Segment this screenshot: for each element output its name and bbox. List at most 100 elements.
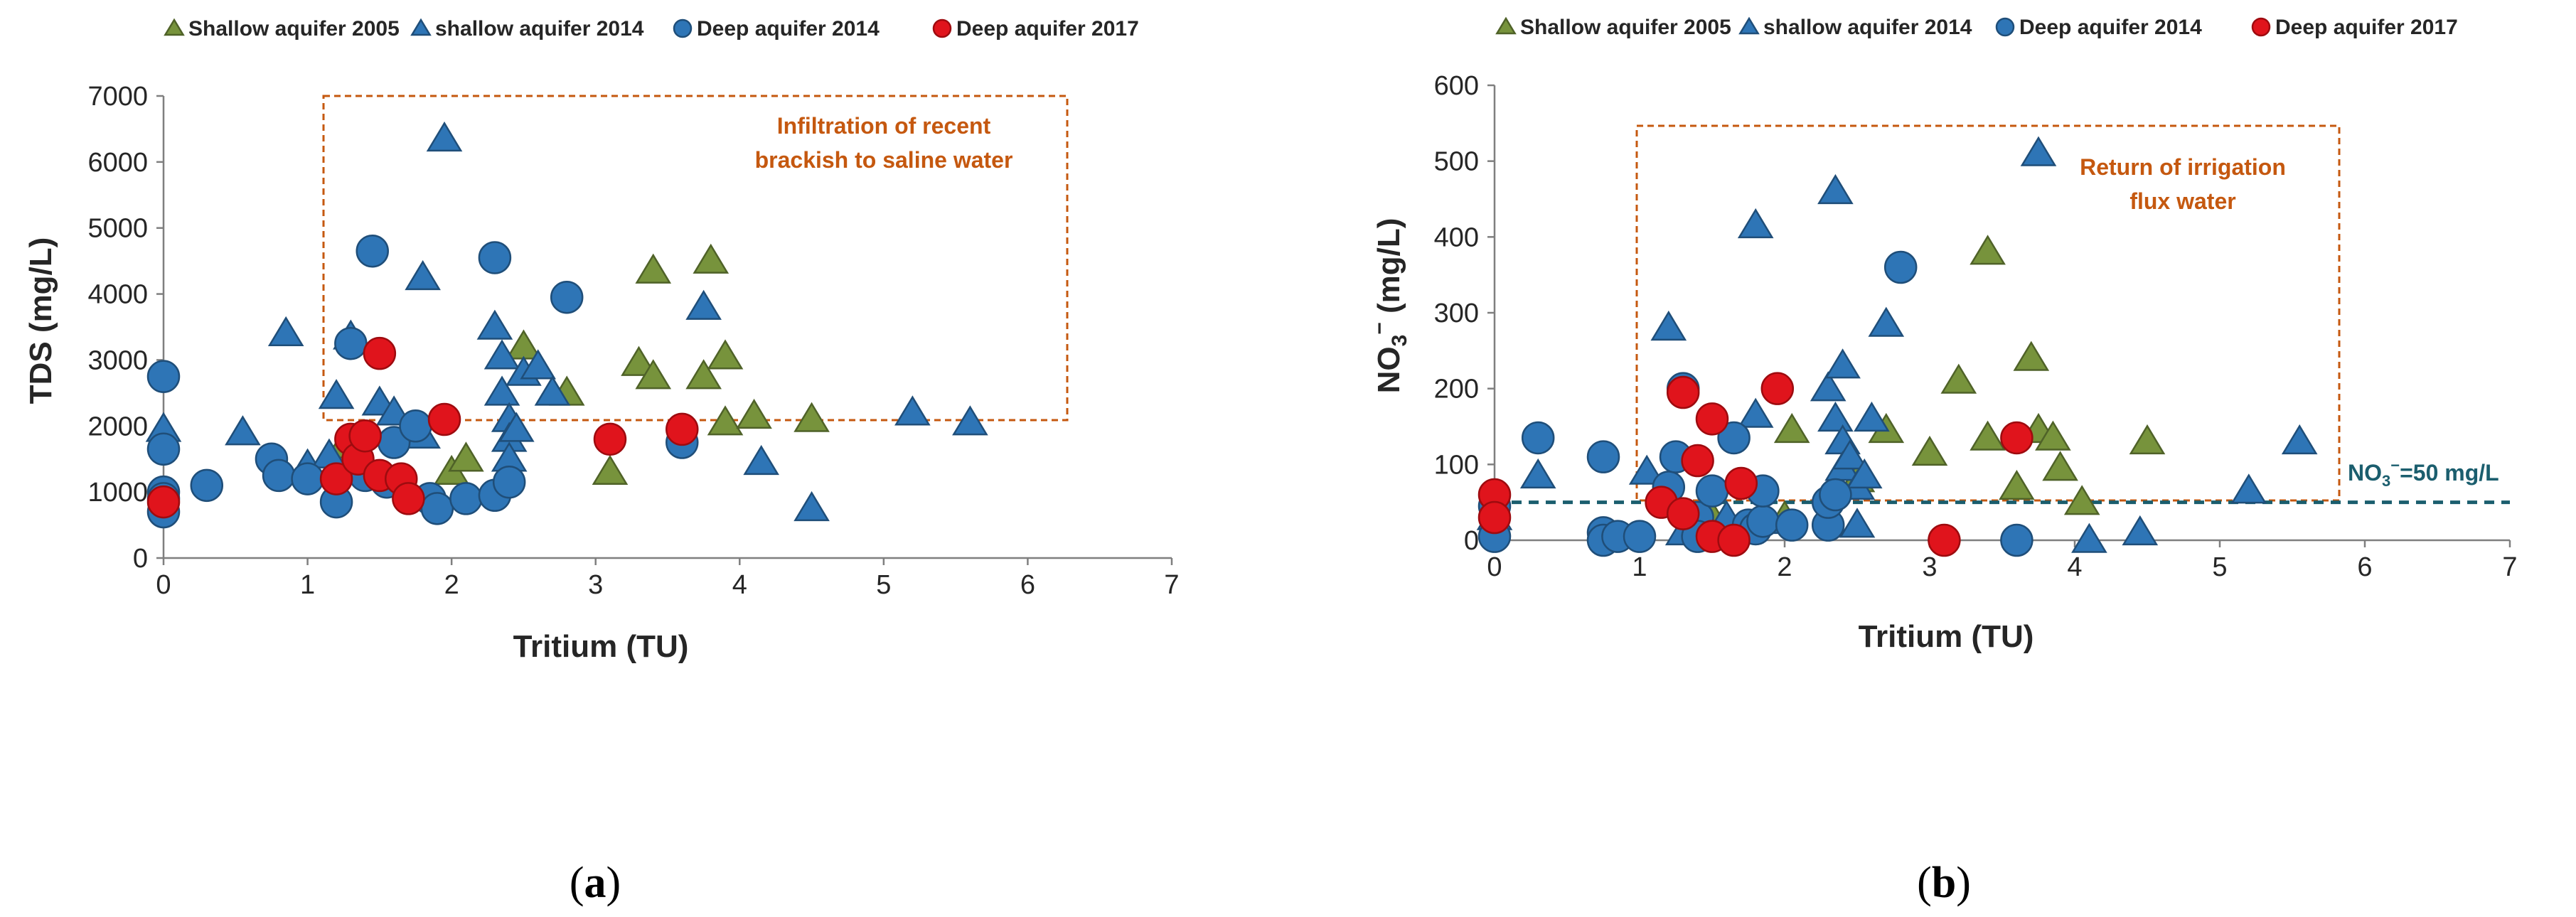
panel-b-legend-label-shallow-2005: Shallow aquifer 2005 <box>1520 16 1731 39</box>
panel-b-y-axis-label-main: NO <box>1372 346 1406 393</box>
panel-a-chart: Infiltration of recent brackish to salin… <box>23 17 1180 664</box>
panel-a-x-tick-label: 1 <box>300 570 315 600</box>
panel-a-point-shallow-2014 <box>743 444 779 476</box>
panel-a-point-shallow-2014 <box>685 289 722 320</box>
nitrate-limit-label-main: NO <box>2348 460 2382 486</box>
panel-a-point-deep-2014 <box>550 280 584 314</box>
panel-a-point-deep-2017 <box>319 462 353 495</box>
panel-b-point-shallow-2014 <box>2230 473 2267 504</box>
panel-b-x-tick-label: 0 <box>1487 552 1502 582</box>
panel-b-y-tick-label: 400 <box>1434 222 1479 252</box>
panel-a-x-tick-label: 5 <box>876 570 891 600</box>
panel-a-point-shallow-2005 <box>635 359 672 390</box>
panel-b-point-deep-2017 <box>1760 372 1795 405</box>
panel-a-point-shallow-2005 <box>736 398 772 429</box>
panel-a-point-deep-2017 <box>363 336 397 370</box>
panel-b-x-tick-label: 4 <box>2067 552 2082 582</box>
panel-b-y-axis-label-sup: − <box>1368 322 1391 335</box>
panel-b-point-deep-2014 <box>1819 478 1852 512</box>
panel-label-b: (b) <box>1917 859 1971 907</box>
panel-b-point-shallow-2005 <box>1911 435 1948 466</box>
panel-b-y-tick-label: 600 <box>1434 71 1479 101</box>
panel-a-point-shallow-2014 <box>534 375 571 406</box>
panel-a-point-shallow-2014 <box>426 121 463 152</box>
panel-b-y-tick-label: 500 <box>1434 147 1479 177</box>
panel-b-point-shallow-2014 <box>1824 348 1861 379</box>
panel-b-annotation-line-1: Return of irrigation <box>2080 154 2286 180</box>
panel-a-y-tick-label: 5000 <box>87 214 148 244</box>
panel-b-y-tick-label: 0 <box>1464 526 1479 556</box>
panel-b-legend: Shallow aquifer 2005 shallow aquifer 2014… <box>1495 16 2458 39</box>
panel-a-legend-label-deep-2017: Deep aquifer 2017 <box>956 17 1139 41</box>
panel-b-point-shallow-2014 <box>1832 439 1869 470</box>
panel-a-y-tick-label: 0 <box>133 544 148 574</box>
panel-b-legend-marker-deep-2017 <box>2251 17 2271 37</box>
panel-b-point-deep-2017 <box>1477 500 1512 535</box>
panel-b-point-deep-2017 <box>2000 421 2033 455</box>
panel-a-y-tick-label: 2000 <box>87 412 148 441</box>
panel-b-point-shallow-2014 <box>1810 371 1847 402</box>
panel-a-point-shallow-2014 <box>267 316 304 347</box>
panel-a-point-shallow-2005 <box>685 359 722 390</box>
panel-b-x-tick-label: 1 <box>1632 552 1647 582</box>
panel-a-x-axis-label: Tritium (TU) <box>513 629 689 664</box>
panel-b-annotation-line-2: flux water <box>2129 188 2235 214</box>
panel-a-point-deep-2017 <box>348 419 382 453</box>
panel-a-point-shallow-2005 <box>592 454 629 486</box>
panel-b-point-shallow-2005 <box>1773 412 1810 444</box>
panel-a-x-tick-label: 0 <box>156 570 171 600</box>
panel-b-point-shallow-2005 <box>2042 451 2078 481</box>
panel-a-legend-label-deep-2014: Deep aquifer 2014 <box>697 17 880 41</box>
panel-a-y-tick-label: 6000 <box>87 148 148 178</box>
panel-a-point-shallow-2014 <box>498 412 535 442</box>
panel-b-annotation-box <box>1635 124 2341 502</box>
panel-b-y-tick-label: 200 <box>1434 375 1479 404</box>
panel-b-point-shallow-2005 <box>2013 340 2050 371</box>
panel-b-point-deep-2014 <box>1775 508 1809 542</box>
panel-b-point-deep-2014 <box>1717 421 1751 455</box>
panel-a-point-deep-2014 <box>146 432 181 466</box>
panel-b-point-shallow-2014 <box>2122 515 2159 546</box>
panel-a-legend-label-shallow-2005: Shallow aquifer 2005 <box>188 17 400 41</box>
panel-a-point-deep-2014 <box>146 360 181 393</box>
panel-b-point-shallow-2005 <box>1970 235 2006 265</box>
panel-a-point-shallow-2005 <box>793 402 830 432</box>
panel-b-x-tick-label: 5 <box>2212 552 2227 582</box>
panel-b-point-shallow-2014 <box>1737 208 1774 239</box>
panel-a-point-deep-2014 <box>291 462 324 495</box>
panel-a-point-deep-2014 <box>399 409 432 443</box>
panel-b-point-deep-2017 <box>1681 444 1714 478</box>
panel-b-legend-marker-shallow-2014 <box>1738 16 1760 35</box>
panel-b-y-axis-label-unit: (mg/L) <box>1372 218 1406 323</box>
panel-b-legend-label-deep-2017: Deep aquifer 2017 <box>2275 16 2458 39</box>
panel-b-point-shallow-2014 <box>1737 397 1774 428</box>
panel-a-points <box>145 121 988 529</box>
nitrate-limit-label-rest: =50 mg/L <box>2400 460 2499 486</box>
panel-b-y-tick-label: 300 <box>1434 299 1479 328</box>
panel-b-point-deep-2017 <box>1724 466 1758 500</box>
panel-b-point-shallow-2014 <box>2281 424 2318 455</box>
panel-b-point-shallow-2005 <box>1940 363 1977 394</box>
panel-a-y-axis-label: TDS (mg/L) <box>23 237 58 404</box>
panel-a-point-shallow-2005 <box>707 339 744 370</box>
panel-a-point-deep-2014 <box>262 458 296 493</box>
panel-b-legend-marker-deep-2014 <box>1995 17 2015 37</box>
panel-b-x-tick-label: 6 <box>2357 552 2372 582</box>
panel-b-point-deep-2017 <box>1666 497 1700 530</box>
panel-a-point-deep-2017 <box>593 422 627 456</box>
panel-a-point-deep-2014 <box>449 482 483 515</box>
panel-a-point-deep-2014 <box>334 326 368 360</box>
panel-b-point-shallow-2014 <box>1817 173 1854 205</box>
panel-b-x-tick-label: 3 <box>1922 552 1937 582</box>
panel-b-point-shallow-2014 <box>1817 401 1854 432</box>
panel-a-point-deep-2017 <box>666 412 699 446</box>
panel-a-y-tick-label: 7000 <box>87 82 148 112</box>
panel-a-point-shallow-2014 <box>405 259 441 291</box>
panel-a-point-shallow-2014 <box>225 415 261 446</box>
panel-a-point-shallow-2005 <box>621 345 657 376</box>
panel-a-y-tick-label: 4000 <box>87 280 148 310</box>
panel-label-a-letter: a <box>584 859 606 907</box>
panel-b-point-deep-2017 <box>1717 523 1751 557</box>
panel-b-point-shallow-2014 <box>1628 454 1665 485</box>
